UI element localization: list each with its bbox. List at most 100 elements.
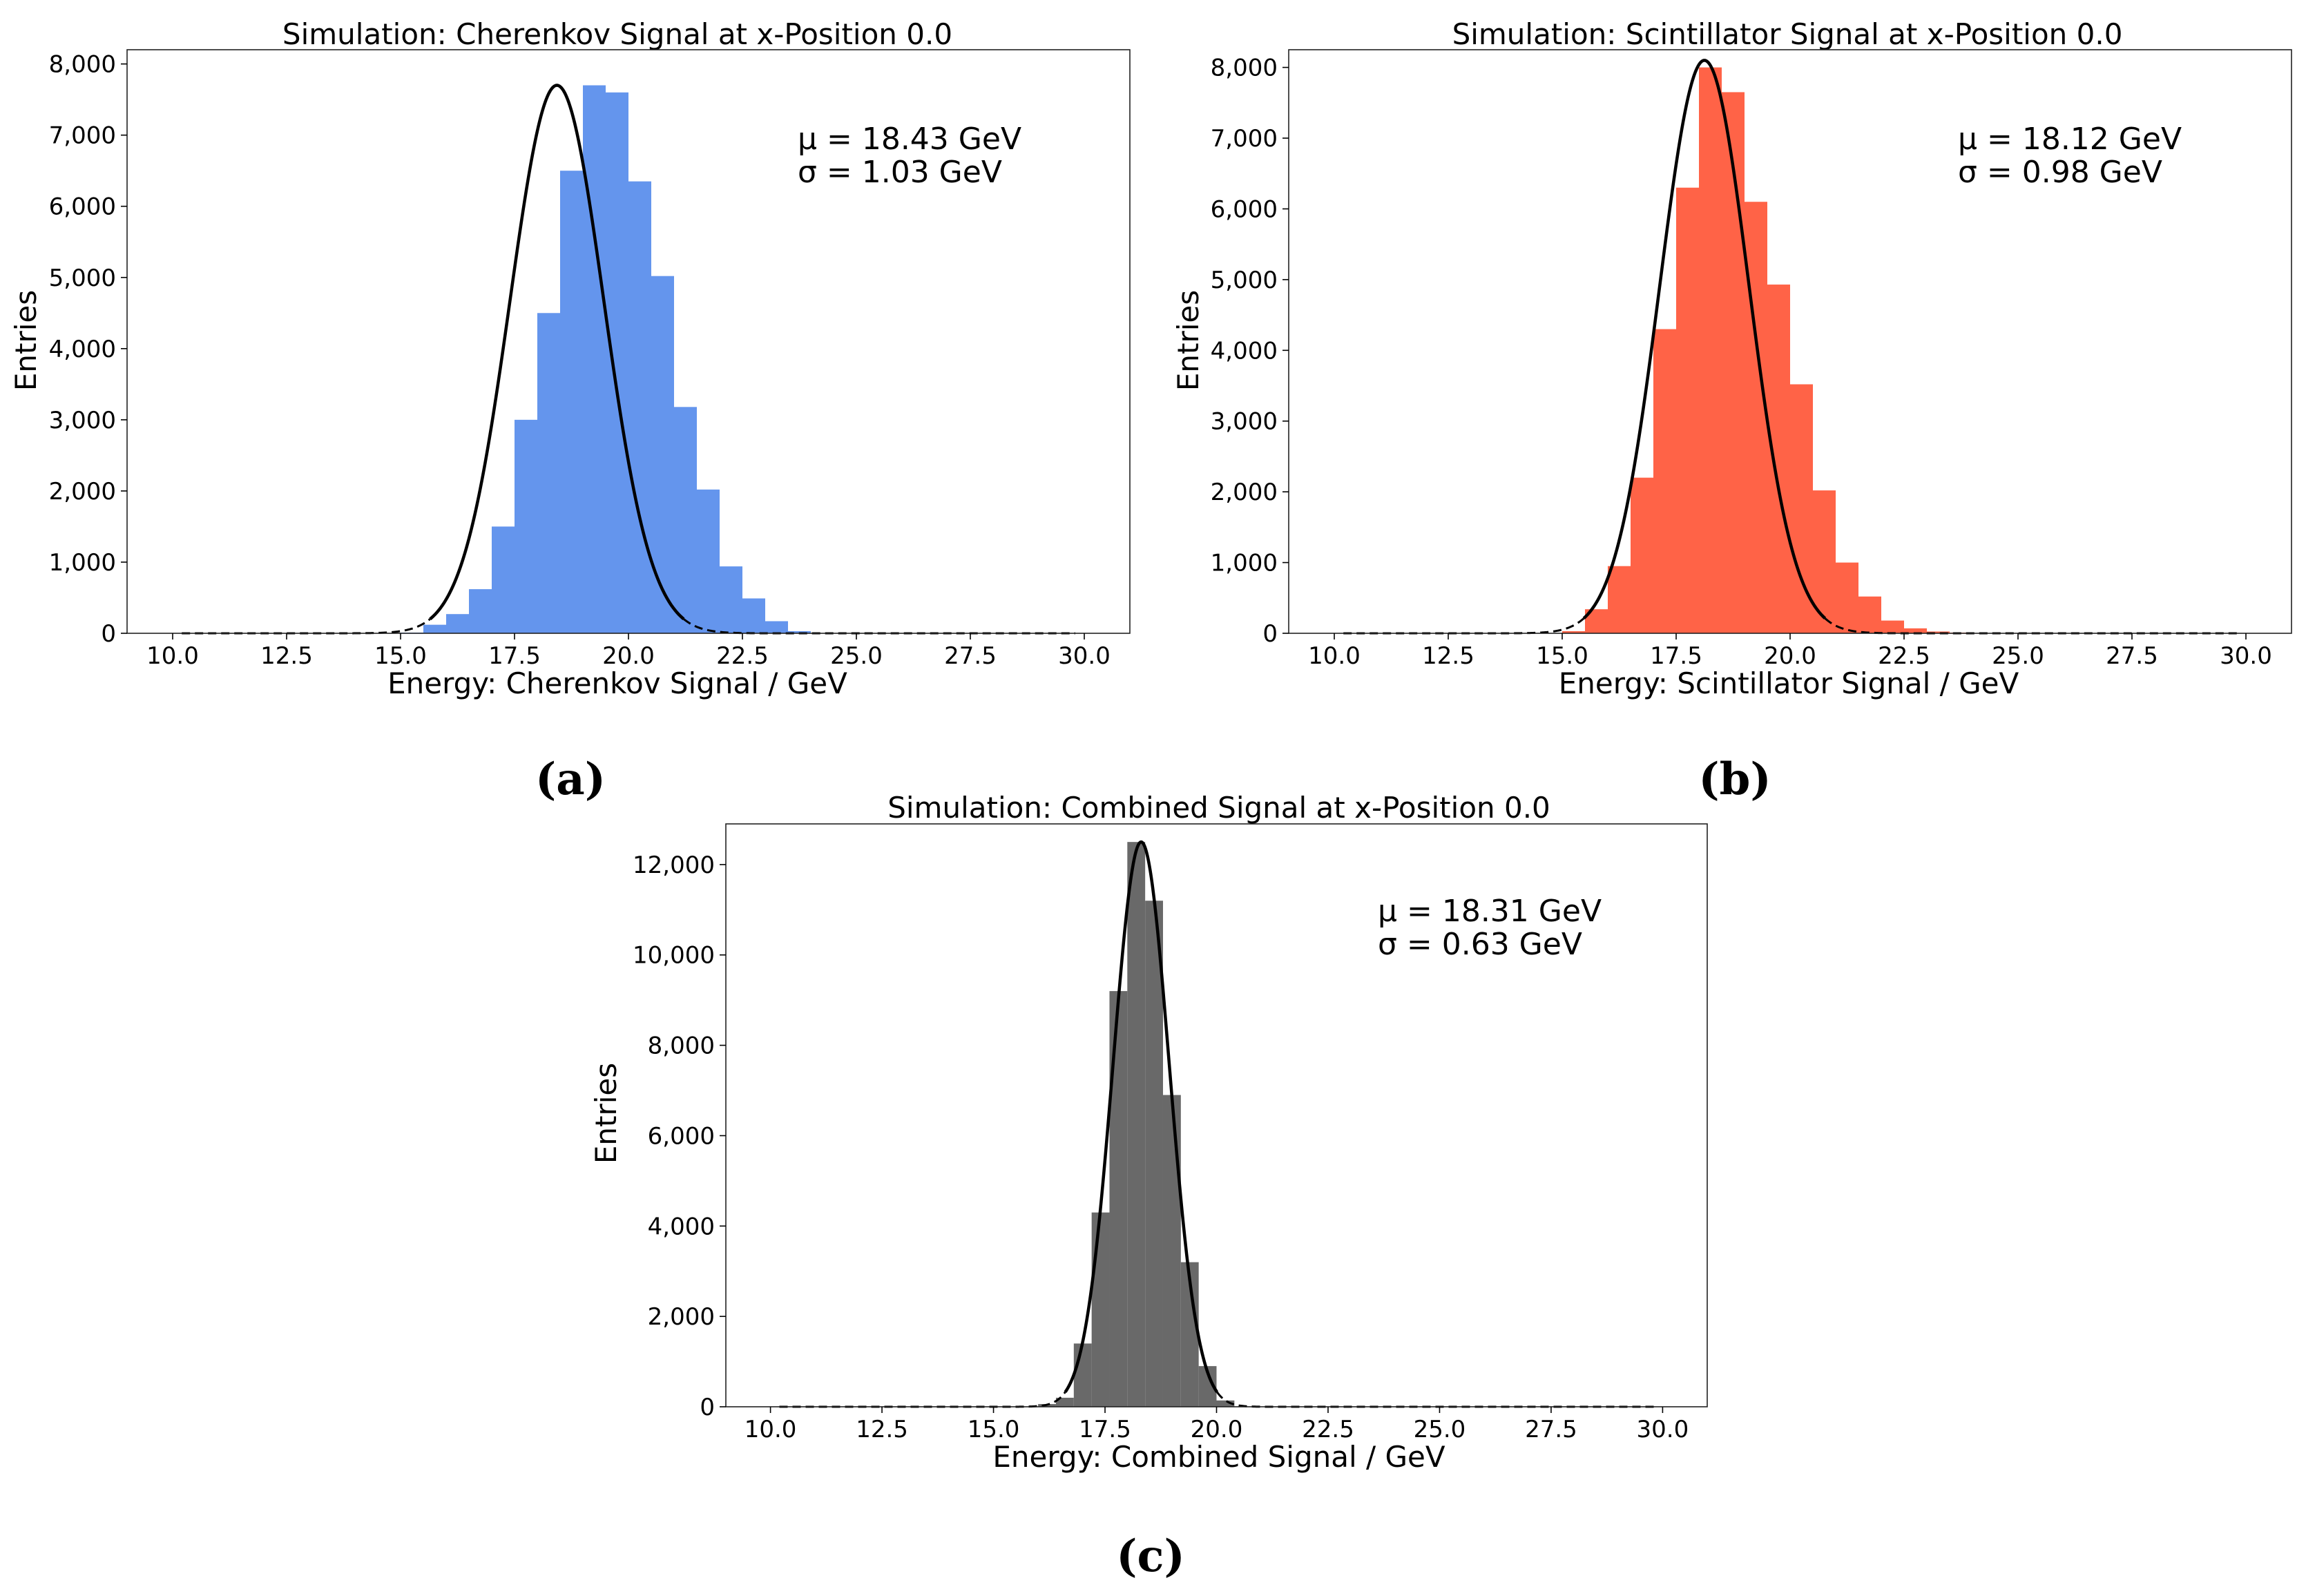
histogram-bar xyxy=(1127,842,1146,1407)
y-tick-label: 5,000 xyxy=(49,265,116,292)
x-tick-label: 30.0 xyxy=(1058,642,1111,670)
histogram-bar xyxy=(1653,329,1676,633)
x-tick-label: 10.0 xyxy=(146,642,199,670)
x-tick-label: 15.0 xyxy=(1536,642,1588,670)
y-tick-label: 8,000 xyxy=(49,51,116,79)
histogram-bar xyxy=(1676,187,1699,633)
x-tick-label: 12.5 xyxy=(1422,642,1474,670)
y-axis-label: Entries xyxy=(1171,290,1205,391)
y-axis-label: Entries xyxy=(589,1063,623,1164)
histogram-bar xyxy=(423,624,446,633)
caption-c: (c) xyxy=(1116,1530,1185,1582)
y-tick-label: 0 xyxy=(101,620,116,648)
y-tick-label: 0 xyxy=(1262,620,1278,648)
x-tick-label: 17.5 xyxy=(488,642,541,670)
axes: 10.0 12.5 15.0 17.5 20.0 22.5 25.0 27.5 30.0 0 2,0… xyxy=(633,823,1708,1443)
x-tick-label: 22.5 xyxy=(1302,1416,1354,1443)
y-tick-label: 6,000 xyxy=(1211,195,1278,223)
histogram-bar xyxy=(1055,1397,1074,1407)
x-tick-label: 22.5 xyxy=(1878,642,1930,670)
axes: 10.0 12.5 15.0 17.5 20.0 22.5 25.0 27.5 30.0 0 1,0… xyxy=(49,49,1131,670)
histogram-bar xyxy=(788,631,811,633)
histogram-bar xyxy=(560,171,583,633)
sigma-annotation: σ = 1.03 GeV xyxy=(798,155,1002,190)
histogram-bars xyxy=(401,85,811,633)
x-tick-label: 20.0 xyxy=(1191,1416,1243,1443)
chart-title: Simulation: Cherenkov Signal at x-Positi… xyxy=(282,17,952,51)
histogram-bar xyxy=(697,489,720,633)
fit-curve-core xyxy=(1064,840,1219,1393)
y-tick-label: 3,000 xyxy=(49,407,116,434)
x-axis-label: Energy: Scintillator Signal / GeV xyxy=(1559,666,2019,700)
y-tick-label: 4,000 xyxy=(648,1213,715,1240)
x-tick-label: 25.0 xyxy=(830,642,883,670)
mu-annotation: μ = 18.31 GeV xyxy=(1378,894,1602,929)
fit-curve-core xyxy=(429,84,685,620)
histogram-bar xyxy=(1109,991,1128,1407)
y-tick-label: 6,000 xyxy=(49,193,116,221)
histogram-bar xyxy=(1904,628,1927,633)
caption-a: (a) xyxy=(535,753,606,805)
y-tick-label: 2,000 xyxy=(1211,479,1278,506)
y-tick-label: 10,000 xyxy=(633,942,715,970)
histogram-bar xyxy=(1722,92,1745,634)
chart-title: Simulation: Combined Signal at x-Positio… xyxy=(887,791,1550,825)
histogram-bar xyxy=(1881,620,1904,633)
y-tick-label: 2,000 xyxy=(49,478,116,506)
mu-annotation: μ = 18.43 GeV xyxy=(798,122,1021,157)
histogram-bar xyxy=(515,419,537,633)
panel-c-combined-chart: Simulation: Combined Signal at x-Positio… xyxy=(589,791,1708,1474)
histogram-bars xyxy=(1562,67,1972,634)
fit-curve-left-tail xyxy=(779,1391,1066,1408)
histogram-bar xyxy=(1162,1095,1181,1407)
histogram-bar xyxy=(469,589,492,633)
x-axis-label: Energy: Combined Signal / GeV xyxy=(992,1440,1445,1474)
x-tick-label: 20.0 xyxy=(602,642,655,670)
x-tick-label: 25.0 xyxy=(1992,642,2044,670)
histogram-bar xyxy=(1073,1343,1092,1407)
sigma-annotation: σ = 0.98 GeV xyxy=(1958,155,2162,190)
x-tick-label: 27.5 xyxy=(2106,642,2158,670)
x-tick-label: 10.0 xyxy=(1308,642,1361,670)
histogram-bar xyxy=(651,276,674,633)
histogram-bar xyxy=(1836,562,1858,633)
y-tick-label: 8,000 xyxy=(1211,55,1278,82)
sigma-annotation: σ = 0.63 GeV xyxy=(1378,927,1582,962)
y-tick-label: 2,000 xyxy=(648,1303,715,1331)
x-tick-label: 30.0 xyxy=(1637,1416,1689,1443)
fit-curve-core xyxy=(1582,59,1827,619)
histogram-bar xyxy=(1927,631,1950,633)
histogram-bar xyxy=(606,92,628,633)
x-tick-label: 15.0 xyxy=(374,642,427,670)
y-tick-label: 7,000 xyxy=(1211,125,1278,153)
y-axis-label: Entries xyxy=(9,290,43,391)
x-axis-label: Energy: Cherenkov Signal / GeV xyxy=(387,666,847,700)
y-tick-label: 1,000 xyxy=(49,549,116,577)
fit-curve-right-tail xyxy=(1216,1391,1654,1408)
y-tick-label: 4,000 xyxy=(1211,337,1278,365)
panel-a-cherenkov-chart: Simulation: Cherenkov Signal at x-Positi… xyxy=(9,17,1131,700)
histogram-bar xyxy=(1699,67,1722,633)
x-tick-label: 27.5 xyxy=(944,642,997,670)
x-tick-label: 20.0 xyxy=(1764,642,1816,670)
y-tick-label: 3,000 xyxy=(1211,408,1278,436)
x-tick-label: 17.5 xyxy=(1650,642,1702,670)
histogram-bar xyxy=(1608,566,1631,633)
y-tick-label: 5,000 xyxy=(1211,267,1278,294)
y-tick-label: 7,000 xyxy=(49,122,116,150)
histogram-bar xyxy=(1858,596,1881,633)
y-tick-label: 1,000 xyxy=(1211,550,1278,577)
y-tick-label: 8,000 xyxy=(648,1032,715,1060)
panel-b-scintillator-chart: Simulation: Scintillator Signal at x-Pos… xyxy=(1171,17,2292,700)
y-tick-label: 4,000 xyxy=(49,336,116,363)
histogram-bars xyxy=(1038,842,1235,1407)
histogram-bar xyxy=(1145,901,1163,1407)
x-tick-label: 17.5 xyxy=(1079,1416,1131,1443)
histogram-bar xyxy=(674,407,697,633)
histogram-bar xyxy=(1813,490,1836,633)
caption-b: (b) xyxy=(1698,753,1771,805)
histogram-bar xyxy=(1631,477,1653,633)
x-tick-label: 27.5 xyxy=(1525,1416,1577,1443)
fit-curve-left-tail xyxy=(1343,617,1585,635)
